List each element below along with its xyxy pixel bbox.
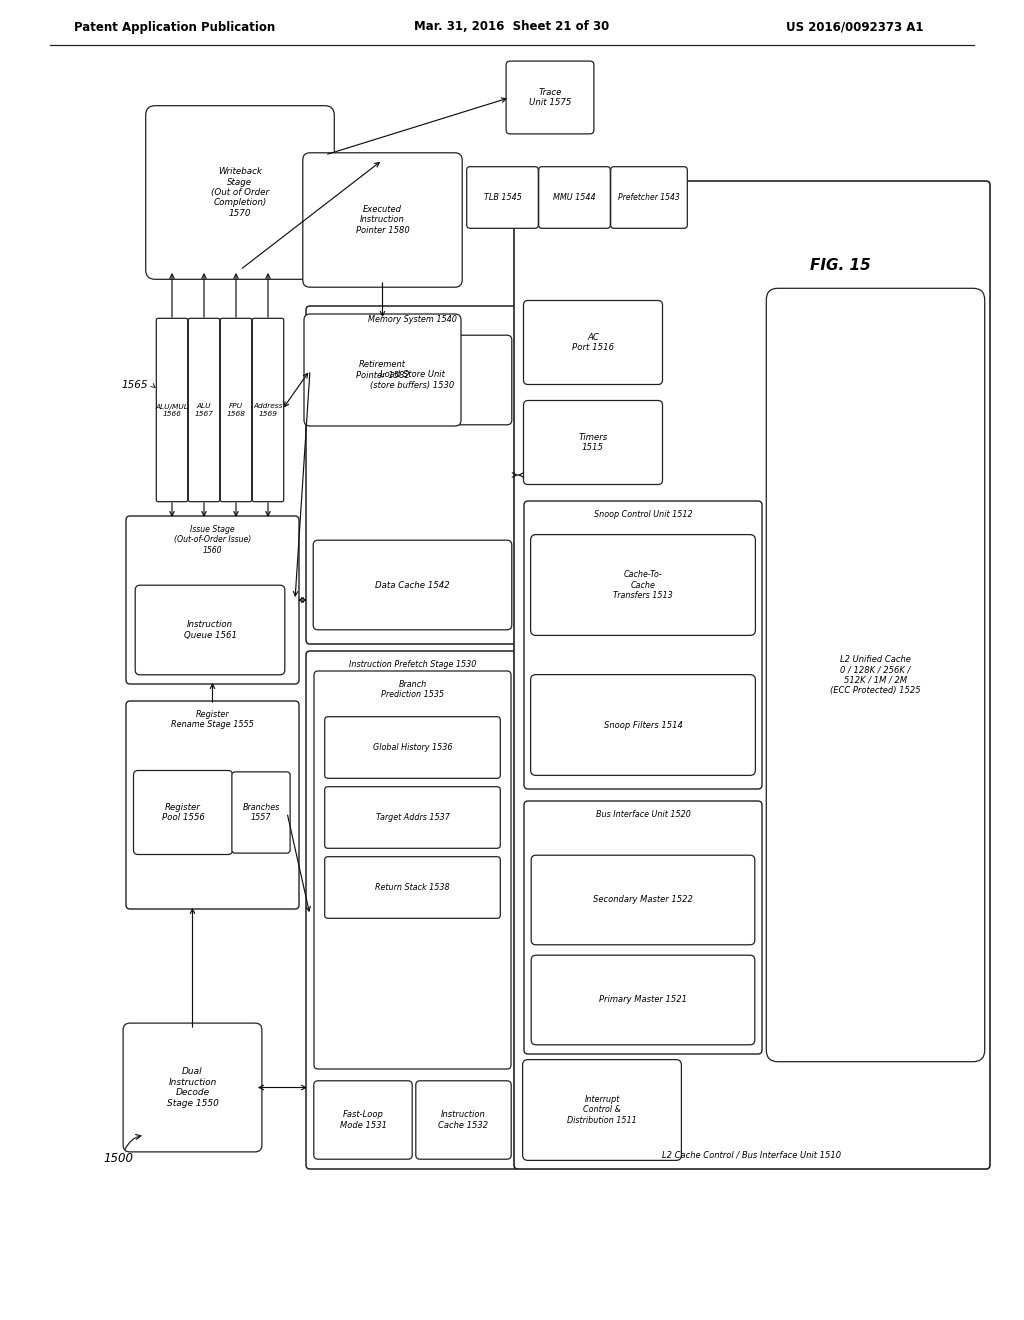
Text: Mar. 31, 2016  Sheet 21 of 30: Mar. 31, 2016 Sheet 21 of 30: [415, 21, 609, 33]
FancyBboxPatch shape: [522, 1060, 681, 1160]
FancyBboxPatch shape: [231, 772, 290, 853]
Text: Retirement
Pointer 1582: Retirement Pointer 1582: [355, 360, 410, 380]
Text: Instruction Prefetch Stage 1530: Instruction Prefetch Stage 1530: [349, 660, 476, 669]
FancyBboxPatch shape: [766, 288, 985, 1061]
Text: AC
Port 1516: AC Port 1516: [572, 333, 614, 352]
Text: Fast-Loop
Mode 1531: Fast-Loop Mode 1531: [340, 1110, 386, 1130]
Text: Dual
Instruction
Decode
Stage 1550: Dual Instruction Decode Stage 1550: [167, 1068, 218, 1107]
FancyBboxPatch shape: [325, 857, 501, 919]
FancyBboxPatch shape: [126, 701, 299, 909]
FancyBboxPatch shape: [514, 181, 990, 1170]
Text: ALU/MUL
1566: ALU/MUL 1566: [156, 404, 188, 417]
Text: Prefetcher 1543: Prefetcher 1543: [618, 193, 680, 202]
Text: Bus Interface Unit 1520: Bus Interface Unit 1520: [596, 810, 690, 818]
Text: MMU 1544: MMU 1544: [553, 193, 596, 202]
Text: 1500: 1500: [103, 1151, 133, 1164]
FancyBboxPatch shape: [252, 318, 284, 502]
FancyBboxPatch shape: [133, 771, 232, 854]
FancyBboxPatch shape: [523, 400, 663, 484]
FancyBboxPatch shape: [306, 306, 519, 644]
FancyBboxPatch shape: [531, 855, 755, 945]
FancyBboxPatch shape: [313, 1081, 413, 1159]
FancyBboxPatch shape: [325, 717, 501, 779]
Text: Branch
Prediction 1535: Branch Prediction 1535: [381, 680, 444, 700]
Text: Writeback
Stage
(Out of Order
Completion)
1570: Writeback Stage (Out of Order Completion…: [211, 168, 269, 218]
Text: Instruction
Cache 1532: Instruction Cache 1532: [438, 1110, 488, 1130]
Text: Instruction
Queue 1561: Instruction Queue 1561: [183, 620, 237, 640]
Text: Data Cache 1542: Data Cache 1542: [375, 581, 450, 590]
FancyBboxPatch shape: [304, 314, 461, 426]
Text: Executed
Instruction
Pointer 1580: Executed Instruction Pointer 1580: [355, 205, 410, 235]
FancyBboxPatch shape: [126, 516, 299, 684]
FancyBboxPatch shape: [314, 671, 511, 1069]
Text: Global History 1536: Global History 1536: [373, 743, 453, 752]
FancyBboxPatch shape: [506, 61, 594, 133]
Text: Secondary Master 1522: Secondary Master 1522: [593, 895, 693, 904]
Text: ALU
1567: ALU 1567: [195, 404, 213, 417]
Text: L2 Unified Cache
0 / 128K / 256K /
512K / 1M / 2M
(ECC Protected) 1525: L2 Unified Cache 0 / 128K / 256K / 512K …: [830, 655, 921, 696]
FancyBboxPatch shape: [531, 956, 755, 1045]
Text: Return Stack 1538: Return Stack 1538: [375, 883, 450, 892]
Text: Cache-To-
Cache
Transfers 1513: Cache-To- Cache Transfers 1513: [613, 570, 673, 599]
FancyBboxPatch shape: [325, 787, 501, 849]
FancyBboxPatch shape: [135, 585, 285, 675]
Text: Timers
1515: Timers 1515: [579, 433, 607, 453]
Text: Memory System 1540: Memory System 1540: [368, 315, 457, 323]
FancyBboxPatch shape: [467, 166, 539, 228]
Text: Patent Application Publication: Patent Application Publication: [75, 21, 275, 33]
Text: Address
1569: Address 1569: [253, 404, 283, 417]
Text: Register
Pool 1556: Register Pool 1556: [162, 803, 205, 822]
Text: Branches
1557: Branches 1557: [243, 803, 280, 822]
FancyBboxPatch shape: [123, 1023, 262, 1152]
FancyBboxPatch shape: [539, 166, 610, 228]
FancyBboxPatch shape: [530, 535, 756, 635]
Text: Snoop Filters 1514: Snoop Filters 1514: [603, 721, 682, 730]
FancyBboxPatch shape: [524, 801, 762, 1053]
FancyBboxPatch shape: [220, 318, 252, 502]
FancyBboxPatch shape: [313, 335, 512, 425]
FancyBboxPatch shape: [303, 153, 462, 288]
FancyBboxPatch shape: [157, 318, 187, 502]
Text: FIG. 15: FIG. 15: [810, 257, 870, 272]
Text: Issue Stage
(Out-of-Order Issue)
1560: Issue Stage (Out-of-Order Issue) 1560: [174, 525, 251, 554]
FancyBboxPatch shape: [610, 166, 687, 228]
Text: Primary Master 1521: Primary Master 1521: [599, 995, 687, 1005]
Text: Trace
Unit 1575: Trace Unit 1575: [528, 88, 571, 107]
FancyBboxPatch shape: [188, 318, 220, 502]
Text: Snoop Control Unit 1512: Snoop Control Unit 1512: [594, 510, 692, 519]
FancyBboxPatch shape: [523, 301, 663, 384]
Text: FPU
1568: FPU 1568: [226, 404, 246, 417]
Text: L2 Cache Control / Bus Interface Unit 1510: L2 Cache Control / Bus Interface Unit 15…: [663, 1151, 842, 1160]
Text: Interrupt
Control &
Distribution 1511: Interrupt Control & Distribution 1511: [567, 1096, 637, 1125]
FancyBboxPatch shape: [530, 675, 756, 775]
Text: TLB 1545: TLB 1545: [483, 193, 521, 202]
FancyBboxPatch shape: [524, 502, 762, 789]
FancyBboxPatch shape: [313, 540, 512, 630]
FancyBboxPatch shape: [416, 1081, 511, 1159]
Text: US 2016/0092373 A1: US 2016/0092373 A1: [786, 21, 924, 33]
FancyBboxPatch shape: [306, 651, 519, 1170]
FancyBboxPatch shape: [145, 106, 334, 280]
Text: 1565: 1565: [122, 380, 148, 389]
Text: Load Store Unit
(store buffers) 1530: Load Store Unit (store buffers) 1530: [371, 371, 455, 389]
Text: Target Addrs 1537: Target Addrs 1537: [376, 813, 450, 822]
Text: Register
Rename Stage 1555: Register Rename Stage 1555: [171, 710, 254, 730]
